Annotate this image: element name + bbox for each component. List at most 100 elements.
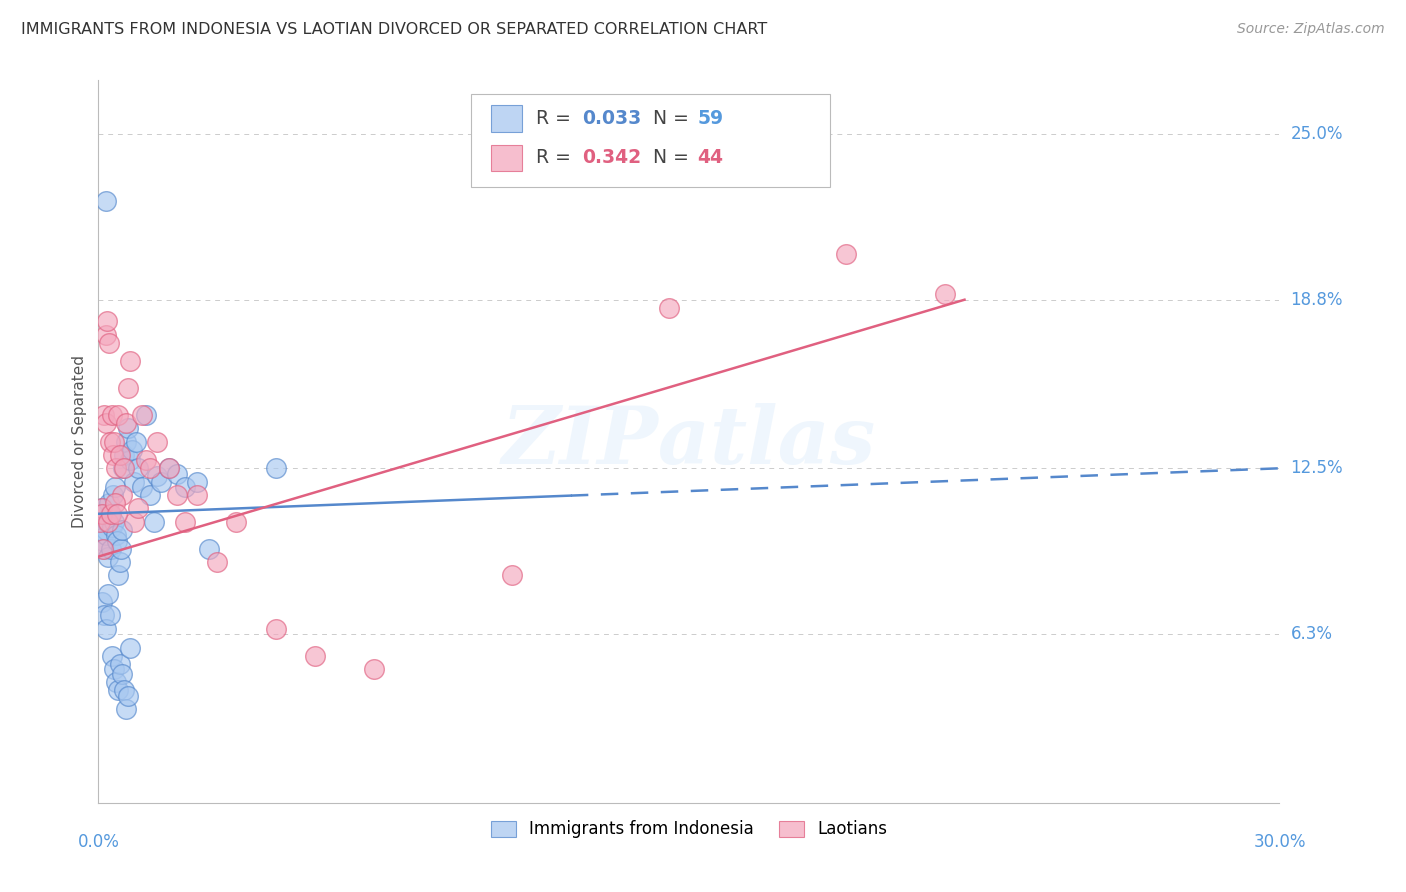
Point: [658, 301, 681, 315]
Text: 0.342: 0.342: [582, 148, 641, 168]
Point: [105, 675, 128, 690]
Point: [108, 448, 131, 462]
Point: [97, 515, 120, 529]
Point: [125, 434, 148, 449]
Point: [105, 533, 128, 548]
Text: IMMIGRANTS FROM INDONESIA VS LAOTIAN DIVORCED OR SEPARATED CORRELATION CHART: IMMIGRANTS FROM INDONESIA VS LAOTIAN DIV…: [21, 22, 768, 37]
Point: [166, 467, 188, 481]
Point: [122, 515, 145, 529]
Point: [91, 541, 114, 556]
Point: [104, 480, 127, 494]
Point: [111, 667, 134, 681]
Point: [91, 507, 114, 521]
Text: 0.0%: 0.0%: [77, 833, 120, 851]
Point: [142, 515, 165, 529]
Text: 6.3%: 6.3%: [1291, 625, 1333, 643]
Point: [91, 533, 114, 548]
Point: [264, 461, 287, 475]
Point: [93, 541, 115, 556]
Point: [94, 194, 117, 208]
Point: [93, 608, 115, 623]
Point: [122, 475, 145, 489]
Point: [115, 702, 138, 716]
Point: [96, 528, 118, 542]
Point: [127, 501, 149, 516]
Point: [107, 683, 129, 698]
Point: [304, 648, 326, 663]
Point: [91, 595, 114, 609]
Point: [117, 421, 139, 435]
Point: [97, 587, 120, 601]
Point: [138, 488, 160, 502]
Point: [90, 501, 112, 516]
Text: ZIP​atlas: ZIP​atlas: [502, 403, 876, 480]
Point: [363, 662, 385, 676]
Point: [934, 287, 956, 301]
Point: [118, 640, 141, 655]
Text: R =: R =: [536, 148, 576, 168]
Point: [146, 469, 169, 483]
Point: [197, 541, 219, 556]
Point: [105, 528, 128, 542]
Point: [112, 461, 135, 475]
Point: [105, 461, 128, 475]
Text: R =: R =: [536, 109, 576, 128]
Point: [89, 515, 111, 529]
Point: [111, 461, 134, 475]
Text: 25.0%: 25.0%: [1291, 125, 1343, 143]
Text: Source: ZipAtlas.com: Source: ZipAtlas.com: [1237, 22, 1385, 37]
Point: [501, 568, 523, 582]
Text: 18.8%: 18.8%: [1291, 291, 1343, 309]
Point: [93, 408, 115, 422]
Text: 44: 44: [697, 148, 723, 168]
Y-axis label: Divorced or Separated: Divorced or Separated: [72, 355, 87, 528]
Point: [174, 480, 197, 494]
Text: 59: 59: [697, 109, 724, 128]
Text: 30.0%: 30.0%: [1253, 833, 1306, 851]
Point: [94, 523, 117, 537]
Point: [112, 683, 135, 698]
Text: 12.5%: 12.5%: [1291, 459, 1343, 477]
Point: [96, 314, 118, 328]
Text: 0.033: 0.033: [582, 109, 641, 128]
Point: [98, 507, 121, 521]
Point: [103, 515, 125, 529]
Point: [100, 541, 122, 556]
Point: [174, 515, 197, 529]
Point: [205, 555, 228, 569]
Point: [98, 335, 121, 350]
Point: [89, 515, 111, 529]
Point: [90, 501, 112, 516]
Point: [101, 520, 124, 534]
Point: [97, 549, 120, 564]
Point: [131, 480, 153, 494]
Point: [166, 488, 188, 502]
Point: [127, 461, 149, 475]
Point: [225, 515, 247, 529]
Point: [186, 475, 208, 489]
Point: [105, 507, 128, 521]
Point: [98, 608, 121, 623]
Point: [96, 327, 118, 342]
Point: [118, 453, 141, 467]
Point: [186, 488, 208, 502]
Point: [135, 453, 157, 467]
Point: [94, 416, 117, 430]
Point: [157, 461, 180, 475]
Point: [96, 515, 118, 529]
Point: [138, 461, 160, 475]
Point: [131, 408, 153, 422]
Point: [112, 448, 135, 462]
Point: [150, 475, 173, 489]
Point: [117, 381, 139, 395]
Text: N =: N =: [641, 148, 695, 168]
Point: [104, 496, 127, 510]
Point: [98, 496, 121, 510]
Point: [107, 568, 129, 582]
Point: [100, 507, 122, 521]
Point: [117, 689, 139, 703]
Point: [108, 657, 131, 671]
Legend: Immigrants from Indonesia, Laotians: Immigrants from Indonesia, Laotians: [484, 814, 894, 845]
Point: [110, 541, 132, 556]
Point: [118, 354, 141, 368]
